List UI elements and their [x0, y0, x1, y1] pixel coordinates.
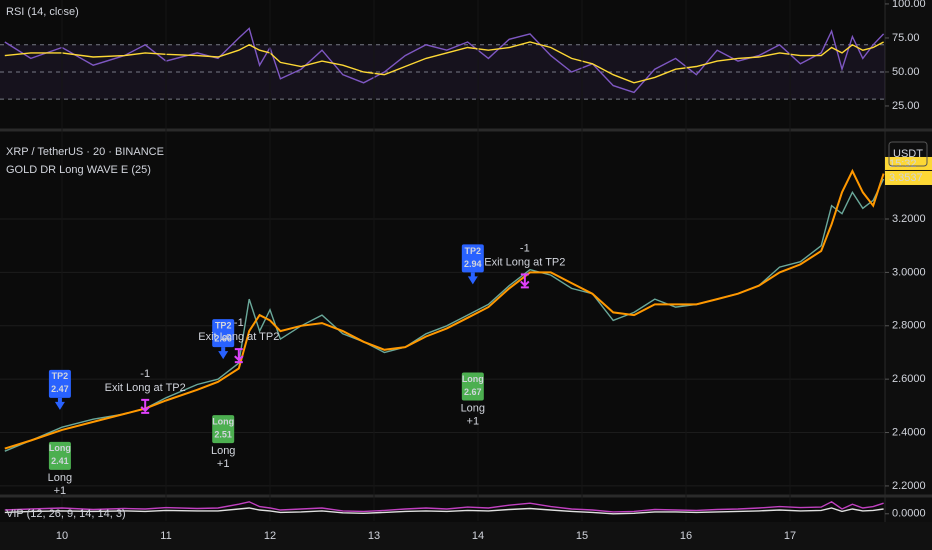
entry-marker	[461, 372, 484, 401]
exit-qty: -1	[140, 368, 150, 380]
last-price-tag	[885, 170, 932, 185]
exit-marker	[140, 398, 150, 414]
entry-marker	[48, 441, 71, 470]
y-tick-label: 100.00	[892, 0, 926, 10]
y-tick-label: 3.0000	[892, 266, 926, 278]
exit-marker	[234, 348, 244, 364]
currency-button[interactable]	[888, 141, 928, 167]
x-tick-label: 13	[368, 530, 380, 542]
x-tick-label: 15	[576, 530, 588, 542]
entry-value: 2.51	[214, 430, 232, 440]
exit-qty: -1	[520, 242, 530, 254]
x-tick-label: 11	[160, 530, 171, 542]
countdown: 15:32	[889, 158, 917, 170]
y-tick-label: 75.00	[892, 32, 920, 44]
countdown-tag	[885, 156, 932, 170]
entry-label: Long	[462, 374, 484, 384]
y-tick-label: 0.0000	[892, 508, 926, 520]
signal-label: Long	[211, 445, 235, 457]
pane-title: VIP (12, 26, 9, 14, 14, 3)	[6, 508, 126, 520]
series-line	[4, 500, 884, 513]
last-price: 3.3537	[889, 172, 923, 184]
x-tick-label: 14	[472, 530, 484, 542]
entry-label: Long	[212, 417, 234, 427]
x-tick-label: 10	[56, 530, 68, 542]
qty-label: +1	[54, 485, 67, 497]
exit-label: Exit Long at TP2	[105, 382, 186, 394]
entry-marker	[212, 415, 235, 444]
tp-arrow	[218, 347, 229, 360]
y-tick-label: 2.6000	[892, 373, 926, 385]
tp-value: 2.94	[464, 259, 482, 269]
time-axis	[0, 522, 932, 550]
tp-arrow	[467, 272, 478, 285]
exit-label: Exit Long at TP2	[198, 331, 279, 343]
x-tick-label: 17	[784, 530, 796, 542]
qty-label: +1	[467, 415, 480, 427]
y-tick-label: 50.00	[892, 66, 920, 78]
qty-label: +1	[217, 458, 230, 470]
y-tick-label: 25.00	[892, 100, 920, 112]
y-tick-label: 2.2000	[892, 480, 926, 492]
series-line	[4, 178, 885, 452]
y-tick-label: 3.2000	[892, 213, 926, 225]
entry-value: 2.67	[464, 387, 482, 397]
entry-label: Long	[49, 443, 71, 453]
tp-marker	[212, 319, 235, 348]
currency: USDT	[893, 148, 923, 160]
pane-subtitle: GOLD DR Long WAVE E (25)	[6, 164, 151, 176]
exit-label: Exit Long at TP2	[484, 256, 565, 268]
tp-marker	[48, 369, 71, 398]
tp-label: TP2	[465, 246, 482, 256]
tp-label: TP2	[52, 371, 69, 381]
tp-arrow	[54, 397, 65, 410]
y-tick-label: 2.4000	[892, 426, 926, 438]
tp-label: TP2	[215, 321, 232, 331]
tp-value: 2.66	[214, 334, 232, 344]
tp-marker	[461, 244, 484, 273]
entry-value: 2.41	[51, 456, 69, 466]
exit-marker	[520, 273, 530, 289]
series-line	[4, 507, 884, 515]
price-scale	[885, 0, 932, 550]
series-line	[4, 168, 885, 450]
tp-value: 2.47	[51, 384, 69, 394]
pane-title: XRP / TetherUS · 20 · BINANCE	[6, 146, 164, 158]
y-tick-label: 2.8000	[892, 320, 926, 332]
signal-label: Long	[461, 402, 485, 414]
exit-qty: -1	[234, 317, 244, 329]
pane-title: RSI (14, close)	[6, 6, 79, 18]
x-tick-label: 16	[680, 530, 692, 542]
signal-label: Long	[48, 472, 72, 484]
x-tick-label: 12	[264, 530, 276, 542]
